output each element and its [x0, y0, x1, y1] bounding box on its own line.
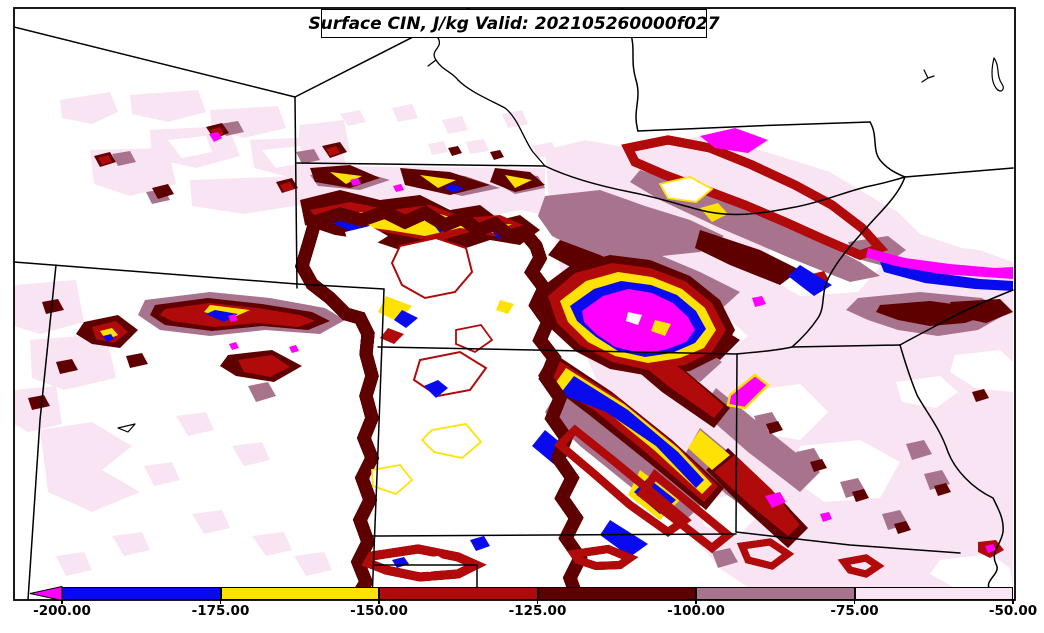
- border-minnesota-iowa: [904, 167, 1014, 178]
- lake-right-edge: [991, 57, 1004, 92]
- colorbar-tick: [378, 599, 380, 604]
- colorbar-tick: [1012, 599, 1014, 604]
- colorbar-segment: [220, 587, 379, 600]
- colorbar-tick-label: -75.00: [830, 603, 879, 619]
- river-missouri-ne-ia: [736, 176, 906, 355]
- border-colorado-east: [371, 288, 385, 600]
- lake-minnesota-small: [921, 69, 935, 83]
- border-kansas-missouri: [735, 353, 738, 533]
- border-utah: [27, 264, 57, 600]
- border-iowa-missouri: [791, 344, 901, 348]
- river-mississippi-missouri: [899, 344, 1004, 600]
- map-title: Surface CIN, J/kg Valid: 202105260000f02…: [308, 9, 720, 38]
- colorbar-tick: [536, 599, 539, 604]
- colorbar-tick-label: -175.00: [191, 603, 250, 619]
- border-minnesota-west: [621, 8, 639, 132]
- colorbar-tick-label: -125.00: [508, 603, 567, 619]
- colorbar-tick: [695, 599, 697, 604]
- border-kansas-oklahoma: [371, 533, 737, 537]
- border-nebraska-kansas: [377, 346, 738, 355]
- river-mississippi-iowa: [899, 289, 1014, 346]
- river-big-sioux: [869, 121, 906, 178]
- colorbar-tick-label: -200.00: [33, 603, 91, 619]
- colorbar-segment: [696, 587, 855, 600]
- colorbar-tick: [219, 599, 222, 604]
- colorbar-tick-label: -100.00: [667, 603, 725, 619]
- colorbar-tick-label: -50.00: [988, 603, 1038, 619]
- plot-frame: [13, 7, 1016, 601]
- colorbar-tick: [61, 599, 63, 604]
- colorbar-segment: [854, 587, 1013, 600]
- colorbar-tick-label: -150.00: [350, 603, 408, 619]
- river-missouri-dakotas: [457, 79, 546, 167]
- lake-colorado-small: [117, 423, 136, 433]
- contour-layer-magenta: [209, 128, 1013, 600]
- colorbar-segment: [537, 587, 696, 600]
- border-minnesota-southdakota: [637, 121, 871, 132]
- contour-field: [14, 8, 1014, 600]
- border-wyoming-east: [294, 96, 298, 289]
- border-nebraska-southdakota: [296, 162, 546, 167]
- river-missouri-sd-ne: [544, 165, 906, 216]
- colorbar-segment: [379, 587, 538, 600]
- colorbar-segment: [62, 587, 221, 600]
- border-wyoming-colorado: [14, 261, 385, 290]
- map-title-text: Surface CIN, J/kg Valid: 202105260000f02…: [308, 13, 720, 34]
- colorbar-tick: [853, 599, 856, 604]
- border-missouri-south: [735, 531, 961, 554]
